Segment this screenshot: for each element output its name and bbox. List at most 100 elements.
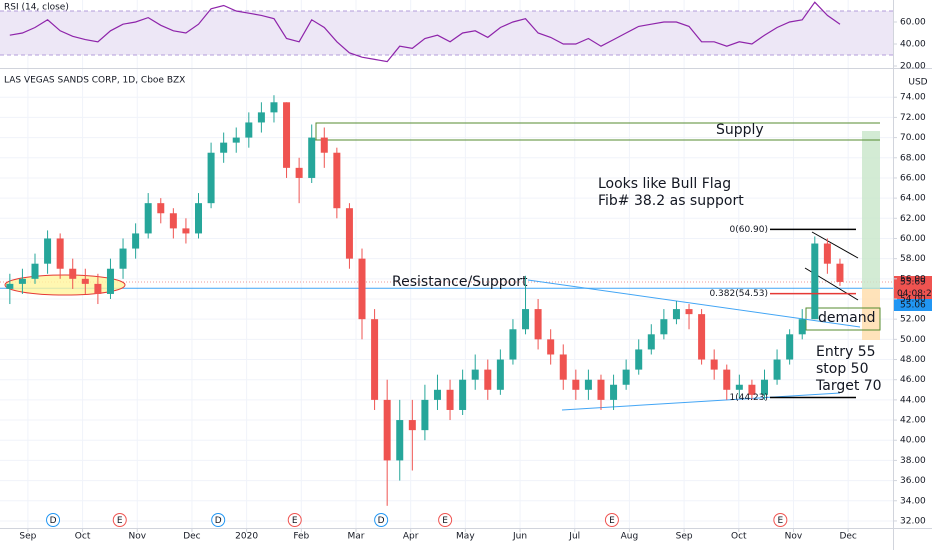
x-tick-label: Jul (568, 532, 580, 542)
candle-body (635, 349, 643, 370)
candle-body (283, 102, 291, 168)
x-tick-label: Oct (75, 532, 91, 542)
candle-body (823, 243, 831, 264)
y-tick-label: 46.00 (900, 375, 926, 385)
event-marker (438, 513, 453, 527)
candle-body (433, 389, 441, 400)
event-label: D (215, 516, 222, 526)
x-tick-label: Sep (19, 532, 36, 542)
candle-body (81, 278, 89, 284)
annotation: Looks like Bull Flag (598, 176, 731, 192)
y-tick-label: 50.00 (900, 335, 926, 345)
last-price-box (894, 276, 932, 288)
y-tick-label: 32.00 (900, 516, 926, 526)
y-tick-label: 56.00 (900, 274, 926, 284)
supply-line (315, 122, 880, 140)
candle-body (220, 142, 228, 153)
candle-body (119, 248, 127, 269)
candle-body (773, 359, 781, 380)
candle-body (572, 379, 580, 390)
event-marker (773, 513, 788, 527)
candle-body (6, 283, 14, 289)
annotation: Supply (716, 122, 764, 138)
candle-body (308, 137, 316, 178)
annotation: stop 50 (816, 361, 869, 377)
x-tick-label: Oct (731, 532, 747, 542)
x-tick-label: Apr (403, 532, 419, 542)
y-tick-label: 68.00 (900, 153, 926, 163)
candle-body (698, 314, 706, 360)
level-box (894, 299, 932, 311)
candle-body (710, 359, 718, 370)
candle-body (459, 379, 467, 410)
fib-label: 0.382(54.53) (709, 289, 768, 299)
candle-body (685, 309, 693, 315)
candle-body (509, 329, 517, 360)
candle-body (257, 112, 265, 123)
candle-body (559, 354, 567, 380)
y-tick-label: 40.00 (900, 436, 926, 446)
x-tick-label: Dec (183, 532, 200, 542)
candle-body (132, 233, 140, 249)
y-tick-label: 42.00 (900, 416, 926, 426)
x-tick-label: Sep (676, 532, 693, 542)
event-marker (287, 513, 302, 527)
candle-body (748, 384, 756, 395)
candle-body (597, 379, 605, 400)
candle-body (358, 258, 366, 320)
event-label: D (378, 516, 385, 526)
event-label: E (609, 516, 615, 526)
candle-body (798, 319, 806, 335)
event-label: D (50, 516, 57, 526)
flag-line (811, 231, 859, 259)
x-tick-label: 2020 (235, 532, 258, 542)
candle-body (157, 203, 165, 214)
candle-body (471, 369, 479, 380)
y-tick-label: 74.00 (900, 93, 926, 103)
y-tick-label: 40.00 (900, 40, 926, 50)
y-tick-label: 60.00 (900, 18, 926, 28)
y-tick-label: 34.00 (900, 496, 926, 506)
x-tick-label: Jun (512, 532, 527, 542)
candle-body (169, 213, 177, 229)
candle-body (207, 152, 215, 204)
y-tick-label: 72.00 (900, 113, 926, 123)
candle-body (446, 389, 454, 410)
candle-body (69, 268, 77, 279)
candle-body (195, 203, 203, 234)
y-tick-label: 20.00 (900, 62, 926, 72)
rsi-line (9, 1, 841, 63)
candle-body (735, 384, 743, 390)
y-tick-label: 36.00 (900, 476, 926, 486)
candle-body (245, 122, 253, 138)
event-marker (46, 513, 61, 527)
y-tick-label: 64.00 (900, 194, 926, 204)
x-tick-label: Dec (839, 532, 856, 542)
x-tick-label: Nov (785, 532, 803, 542)
candle-body (232, 137, 240, 143)
fib-label: 0(60.90) (729, 225, 768, 235)
candle-body (396, 420, 404, 461)
x-tick-label: Mar (348, 532, 365, 542)
candle-body (760, 379, 768, 395)
candle-body (496, 359, 504, 390)
trend-line (561, 392, 841, 411)
stop-zone (862, 289, 880, 340)
currency: USD (908, 78, 927, 88)
countdown: 04:08:25 (897, 289, 932, 299)
x-tick-label: Nov (128, 532, 146, 542)
y-tick-label: 54.00 (900, 295, 926, 305)
event-marker (211, 513, 226, 527)
chart-title: LAS VEGAS SANDS CORP, 1D, Cboe BZX (4, 76, 185, 86)
y-tick-label: 62.00 (900, 214, 926, 224)
candle-body (647, 334, 655, 350)
x-tick-label: Feb (293, 532, 309, 542)
candle-body (547, 339, 555, 355)
level-label: 55.06 (900, 301, 926, 311)
candle-body (333, 152, 341, 209)
y-tick-label: 48.00 (900, 355, 926, 365)
event-marker (112, 513, 127, 527)
event-label: E (292, 516, 298, 526)
